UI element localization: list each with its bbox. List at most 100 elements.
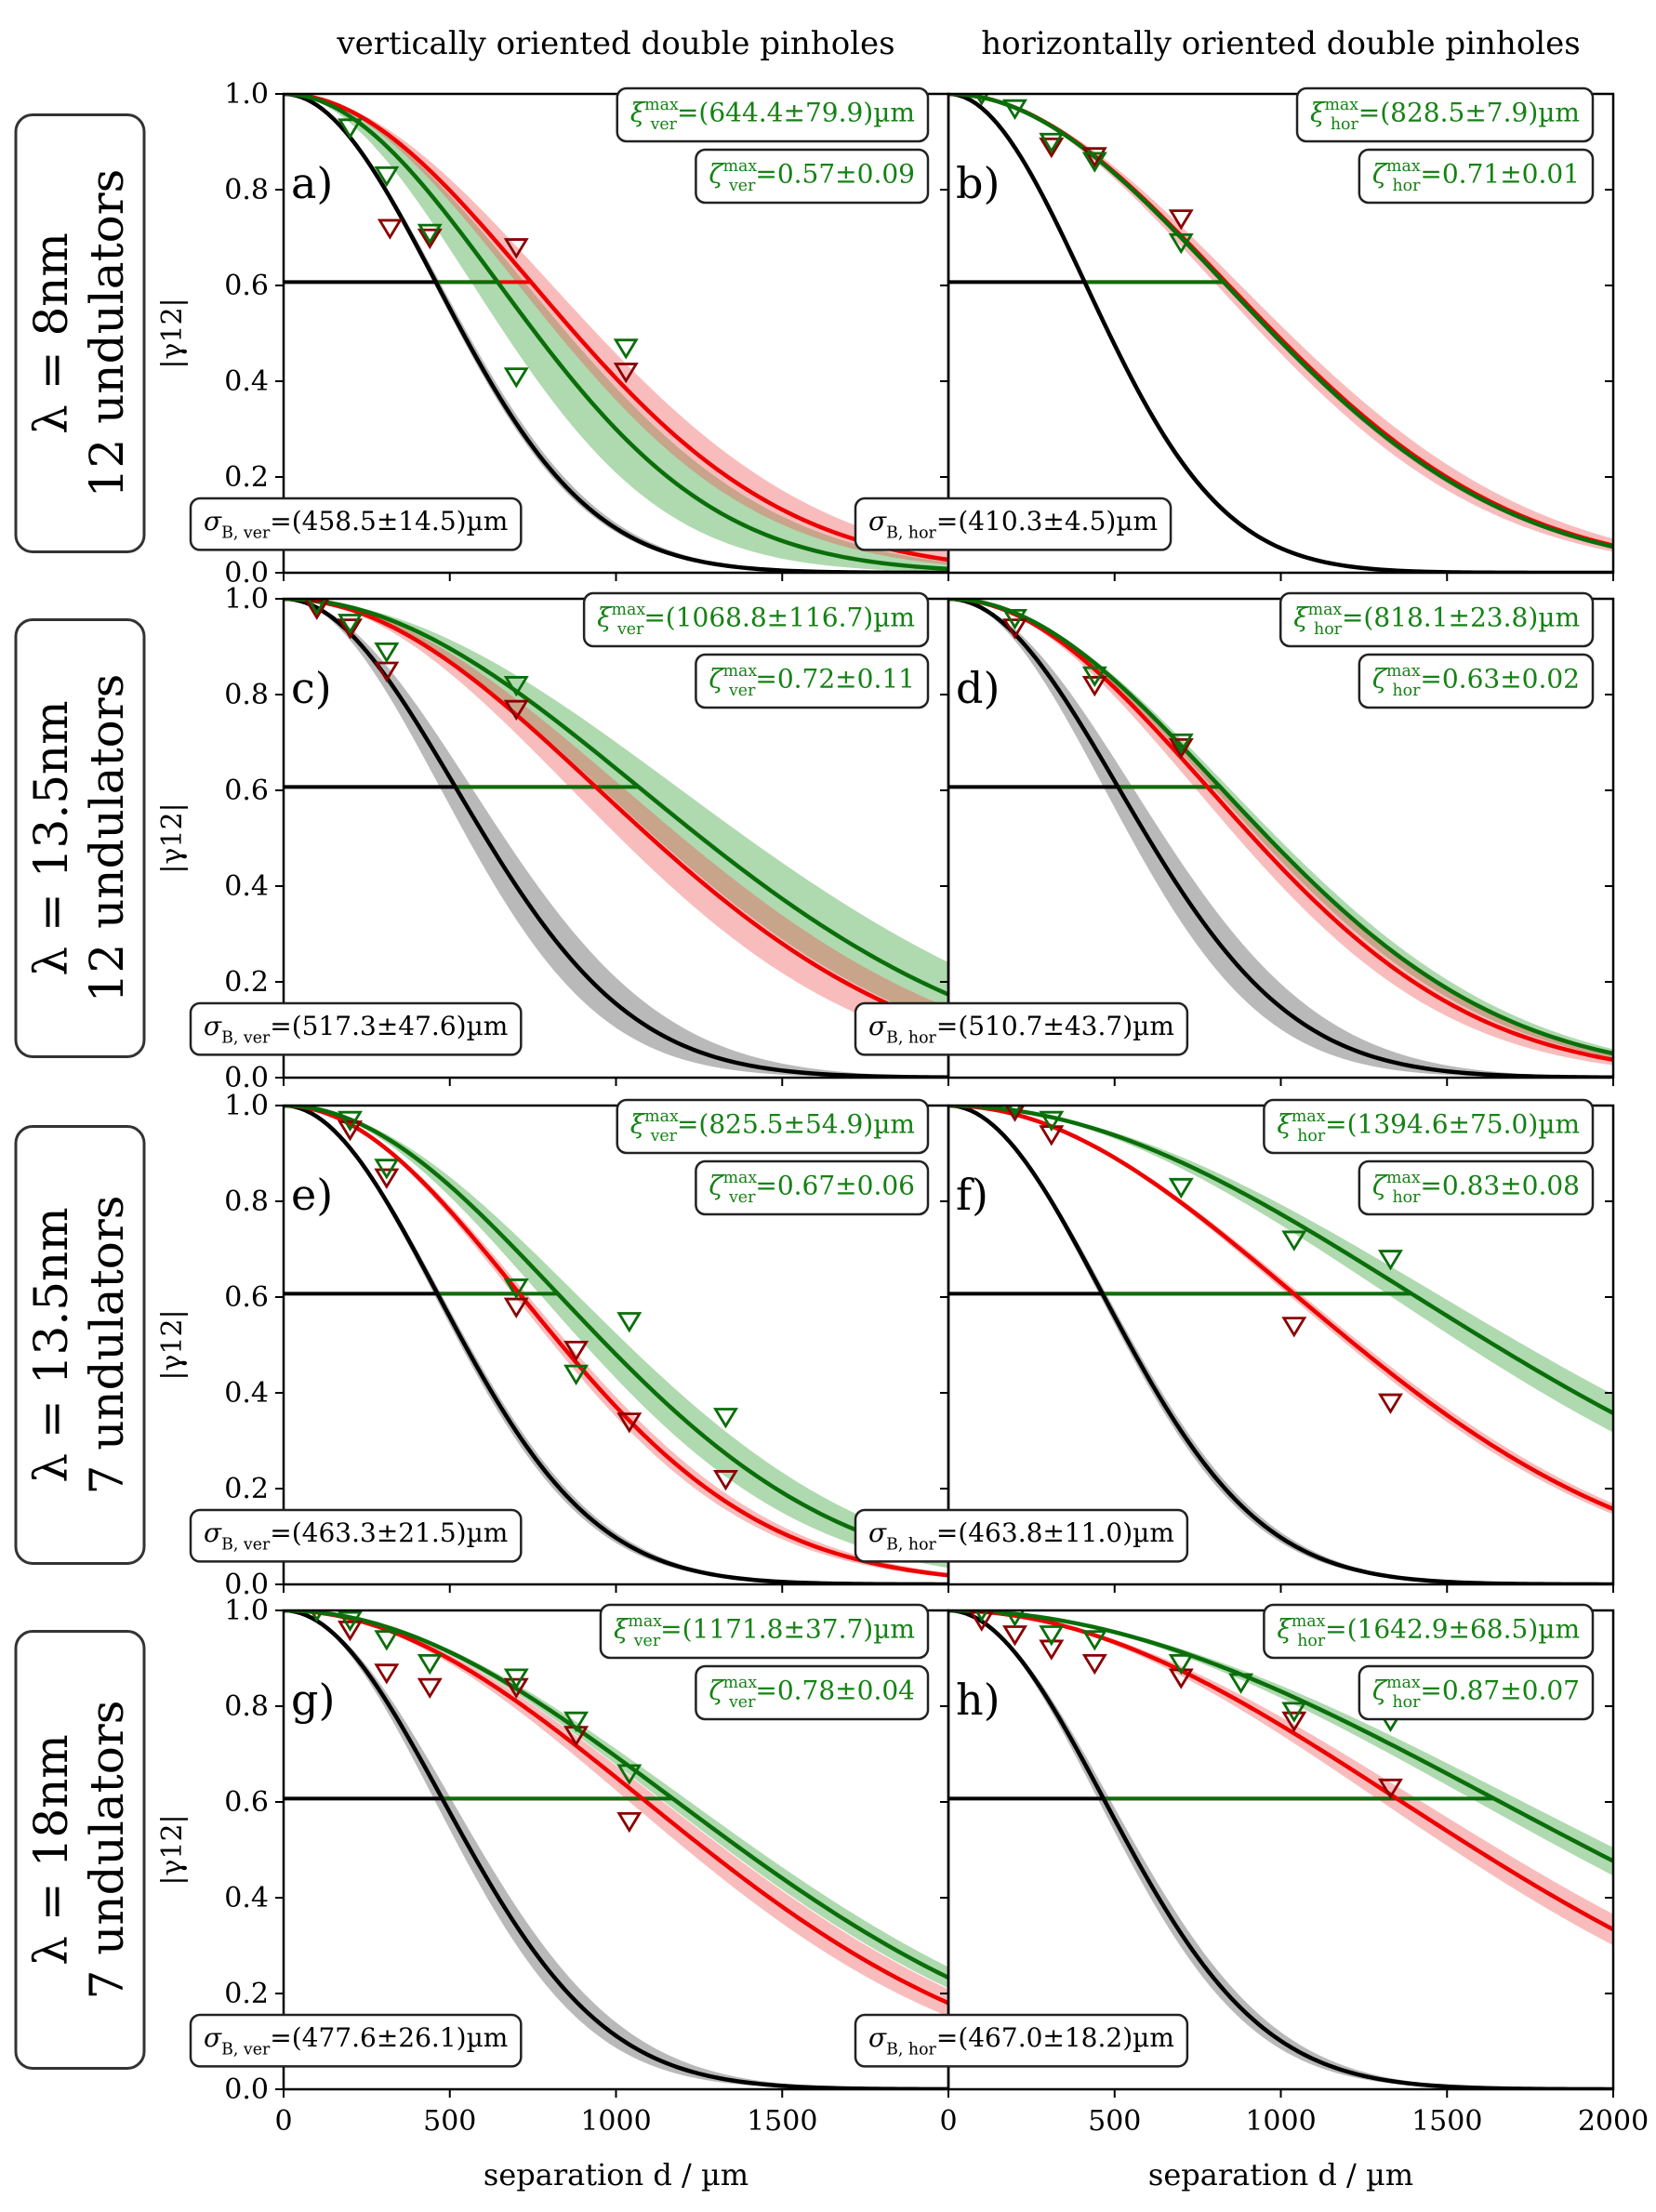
green-fit-curve [284,94,948,572]
red-data-point [417,1677,443,1700]
red-data-point [1081,676,1107,697]
x-tick-label: 0 [274,2105,292,2138]
green-data-point [616,1312,643,1333]
green-data-point [338,614,363,635]
y-tick-label: 0.2 [224,461,269,494]
xi-max-box: ξmax ver=(825.5±54.9)µm [616,1098,930,1155]
model-band [284,599,948,1078]
red-fit-curve [284,599,948,1030]
xi-max-box: ξmax ver=(644.4±79.9)µm [616,86,930,143]
y-tick-label: 0.4 [224,365,269,398]
annotation-text: σB, ver=(477.6±26.1)µm [204,2022,508,2059]
sigma-box: σB, hor=(463.8±11.0)µm [854,1508,1189,1563]
annotation-text: σB, hor=(467.0±18.2)µm [868,2022,1174,2059]
annotation-box [1278,591,1595,648]
row-label-3: λ = 13.5nm 7 undulators [14,1125,146,1565]
y-axis-label: |γ12| [156,1814,189,1885]
red-data-point [374,1168,400,1189]
red-data-point [616,1412,643,1434]
annotation-box [854,2013,1189,2068]
red-data-point [377,219,403,240]
green-data-point [503,1278,529,1300]
red-data-point [1377,1778,1403,1800]
annotation-box [1295,86,1595,143]
red-data-point [503,238,529,259]
red-fit-band [948,1106,1613,1515]
red-data-point [1377,1393,1403,1414]
row-label-2: λ = 13.5nm 12 undulators [14,618,146,1058]
green-data-point [417,223,443,245]
row-label-wavelength: λ = 8nm [24,232,78,434]
model-curve [284,599,948,1078]
sigma-box: σB, ver=(477.6±26.1)µm [189,2013,523,2068]
red-data-point [1004,1106,1026,1122]
annotation-text: ζmax hor=0.87±0.07 [1372,1674,1580,1712]
annotation-box [189,1508,523,1563]
annotation-text: ξmax ver=(644.4±79.9)µm [630,96,915,134]
green-data-point [374,166,400,188]
red-data-point [1281,1711,1307,1733]
red-data-point [1168,209,1194,231]
y-axis-label: |γ12| [156,802,189,873]
y-tick-label: 1.0 [224,78,269,111]
annotation-box [854,1508,1189,1563]
annotation-text: ζmax ver=0.57±0.09 [709,157,915,195]
green-data-point [1168,733,1194,755]
zeta-max-box: ζmax ver=0.72±0.11 [695,653,930,709]
panel-label: c) [291,663,332,713]
row-label-box [14,113,146,553]
y-tick-label: 0.2 [224,1978,269,2010]
y-tick-label: 0.0 [224,557,269,589]
zeta-max-box: ζmax ver=0.67±0.06 [695,1159,930,1216]
red-fit-band [948,1610,1613,1946]
panel-label: d) [956,663,1000,713]
sigma-box: σB, hor=(410.3±4.5)µm [854,497,1172,551]
sigma-box: σB, ver=(517.3±47.6)µm [189,1001,523,1056]
red-fit-curve [948,599,1613,1062]
red-data-point [1039,137,1065,159]
sigma-box: σB, hor=(467.0±18.2)µm [854,2013,1189,2068]
x-tick-label: 0 [939,2105,957,2138]
zeta-max-box: ζmax hor=0.71±0.01 [1358,148,1595,205]
y-tick-label: 0.8 [224,174,269,206]
green-fit-curve [948,1610,1613,1863]
annotation-box [1263,1603,1595,1660]
annotation-text: σB, hor=(510.7±43.7)µm [868,1011,1174,1047]
annotation-box [854,497,1172,551]
annotation-text: σB, hor=(410.3±4.5)µm [868,506,1158,542]
panel-label: a) [291,158,333,208]
annotation-text: ξmax hor=(1642.9±68.5)µm [1277,1612,1580,1650]
green-data-point [374,642,400,664]
red-data-point [613,363,639,384]
green-fit-curve [284,1106,948,1561]
red-data-point [1081,1654,1107,1676]
annotation-text: ξmax hor=(1394.6±75.0)µm [1277,1107,1580,1146]
green-data-point [338,118,363,139]
annotation-text: ξmax hor=(828.5±7.9)µm [1310,96,1580,134]
annotation-box [616,86,930,143]
y-tick-label: 0.4 [224,1377,269,1410]
y-tick-label: 0.2 [224,966,269,999]
y-tick-label: 0.6 [224,775,269,807]
annotation-box [854,1001,1189,1056]
xi-max-box: ξmax hor=(828.5±7.9)µm [1295,86,1595,143]
red-data-point [1002,1625,1027,1647]
y-tick-label: 0.6 [224,1786,269,1819]
annotation-box [1358,653,1595,709]
green-data-point [1081,666,1107,688]
green-fit-curve [948,94,1613,550]
y-tick-label: 0.0 [224,2073,269,2106]
green-data-point [563,1364,590,1386]
annotation-box [189,497,523,551]
row-label-undulators: 12 undulators [80,169,134,498]
annotation-text: ζmax hor=0.63±0.02 [1372,662,1580,700]
row-label-1: λ = 8nm 12 undulators [14,113,146,553]
annotation-box [599,1603,930,1660]
green-data-point [374,1630,400,1651]
red-data-point [503,1677,529,1700]
green-data-point [503,367,529,389]
annotation-box [616,1098,930,1155]
annotation-text: ζmax hor=0.71±0.01 [1372,157,1580,195]
xi-max-box: ξmax ver=(1171.8±37.7)µm [599,1603,930,1660]
row-label-box [14,1125,146,1565]
